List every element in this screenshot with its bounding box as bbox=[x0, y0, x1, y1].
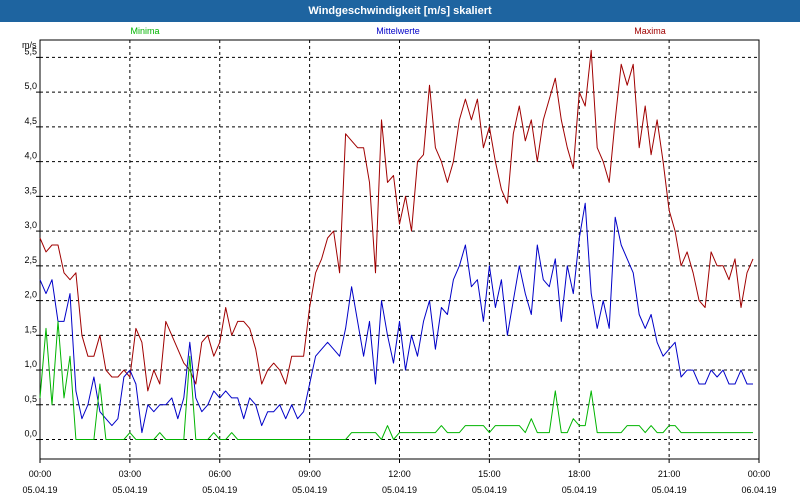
x-tick-time: 09:00 bbox=[298, 469, 321, 479]
x-tick-time: 12:00 bbox=[388, 469, 411, 479]
legend-mittelwerte: Mittelwerte bbox=[376, 26, 420, 36]
y-tick-label: 3,5 bbox=[24, 185, 37, 195]
y-tick-label: 0,0 bbox=[24, 429, 37, 439]
series-line-maxima bbox=[39, 49, 754, 392]
series-line-minima bbox=[39, 320, 753, 440]
x-tick-labels: 00:00 05.04.19 03:00 05.04.19 06:00 05.04.19 0… bbox=[22, 469, 776, 495]
series-line-mittelwerte bbox=[39, 202, 753, 434]
x-tick-date: 05.04.19 bbox=[472, 485, 507, 495]
y-tick-label: 5,5 bbox=[24, 46, 37, 56]
x-tick-date: 05.04.19 bbox=[22, 485, 57, 495]
x-tick-date: 05.04.19 bbox=[112, 485, 147, 495]
y-tick-labels: 0,0 0,5 1,0 1,5 2,0 2,5 3,0 3,5 4,0 4,5 5,0 5,5 bbox=[24, 46, 37, 438]
x-tick-time: 21:00 bbox=[658, 469, 681, 479]
y-tick-label: 1,5 bbox=[24, 324, 37, 334]
legend-maxima: Maxima bbox=[634, 26, 666, 36]
x-tick-date: 05.04.19 bbox=[292, 485, 327, 495]
legend-minima: Minima bbox=[130, 26, 159, 36]
y-tick-label: 2,5 bbox=[24, 255, 37, 265]
x-tick-time: 03:00 bbox=[119, 469, 142, 479]
y-axis-label: m/s bbox=[22, 40, 37, 50]
y-tick-label: 5,0 bbox=[24, 81, 37, 91]
y-tick-label: 3,0 bbox=[24, 220, 37, 230]
y-tick-label: 4,5 bbox=[24, 116, 37, 126]
x-tick-time: 06:00 bbox=[208, 469, 231, 479]
y-tick-label: 2,0 bbox=[24, 290, 37, 300]
x-tick-date: 05.04.19 bbox=[562, 485, 597, 495]
grid-layer bbox=[36, 40, 760, 463]
x-tick-date: 05.04.19 bbox=[382, 485, 417, 495]
x-tick-time: 15:00 bbox=[478, 469, 501, 479]
y-tick-label: 1,0 bbox=[24, 359, 37, 369]
series-layer bbox=[39, 49, 754, 440]
x-tick-time: 00:00 bbox=[29, 469, 52, 479]
y-tick-label: 0,5 bbox=[24, 394, 37, 404]
x-tick-time: 00:00 bbox=[748, 469, 771, 479]
chart-title: Windgeschwindigkeit [m/s] skaliert bbox=[0, 0, 800, 22]
y-tick-label: 4,0 bbox=[24, 151, 37, 161]
x-tick-time: 18:00 bbox=[568, 469, 591, 479]
x-tick-date: 06.04.19 bbox=[741, 485, 776, 495]
x-tick-date: 05.04.19 bbox=[652, 485, 687, 495]
x-tick-date: 05.04.19 bbox=[202, 485, 237, 495]
